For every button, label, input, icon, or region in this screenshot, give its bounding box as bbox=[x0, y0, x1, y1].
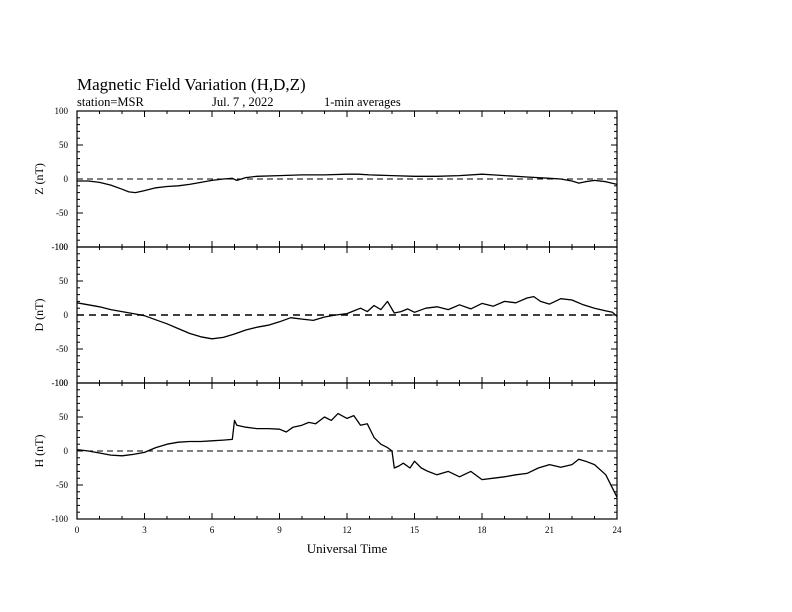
y-tick-label-d: -100 bbox=[52, 378, 69, 388]
y-tick-label-z: 50 bbox=[59, 140, 69, 150]
chart-title: Magnetic Field Variation (H,D,Z) bbox=[77, 75, 306, 94]
station-label: station=MSR bbox=[77, 95, 144, 109]
y-tick-label-d: 0 bbox=[64, 310, 69, 320]
x-tick-label: 24 bbox=[613, 525, 623, 535]
x-tick-label: 15 bbox=[410, 525, 420, 535]
y-tick-label-z: -100 bbox=[52, 242, 69, 252]
y-tick-label-h: 0 bbox=[64, 446, 69, 456]
y-tick-label-z: 0 bbox=[64, 174, 69, 184]
series-line-z bbox=[77, 173, 618, 194]
y-axis-label-h: H (nT) bbox=[32, 435, 46, 468]
y-axis-label-d: D (nT) bbox=[32, 299, 46, 332]
x-tick-label: 9 bbox=[277, 525, 282, 535]
y-tick-label-d: 100 bbox=[55, 242, 69, 252]
x-tick-label: 21 bbox=[545, 525, 554, 535]
series-line-h bbox=[76, 412, 618, 498]
y-tick-label-z: -50 bbox=[56, 208, 68, 218]
averaging-label: 1-min averages bbox=[324, 95, 401, 109]
y-tick-label-d: -50 bbox=[56, 344, 68, 354]
x-tick-label: 18 bbox=[478, 525, 488, 535]
x-tick-label: 0 bbox=[75, 525, 80, 535]
x-tick-label: 6 bbox=[210, 525, 215, 535]
series-line-d bbox=[76, 295, 618, 340]
y-axis-label-z: Z (nT) bbox=[32, 163, 46, 195]
y-tick-label-d: 50 bbox=[59, 276, 69, 286]
y-tick-label-h: 50 bbox=[59, 412, 69, 422]
y-tick-label-h: 100 bbox=[55, 378, 69, 388]
x-tick-label: 12 bbox=[343, 525, 352, 535]
y-tick-label-h: -100 bbox=[52, 514, 69, 524]
y-tick-label-z: 100 bbox=[55, 106, 69, 116]
x-tick-label: 3 bbox=[142, 525, 147, 535]
y-tick-label-h: -50 bbox=[56, 480, 68, 490]
date-label: Jul. 7 , 2022 bbox=[212, 95, 274, 109]
x-axis-label: Universal Time bbox=[307, 541, 388, 556]
